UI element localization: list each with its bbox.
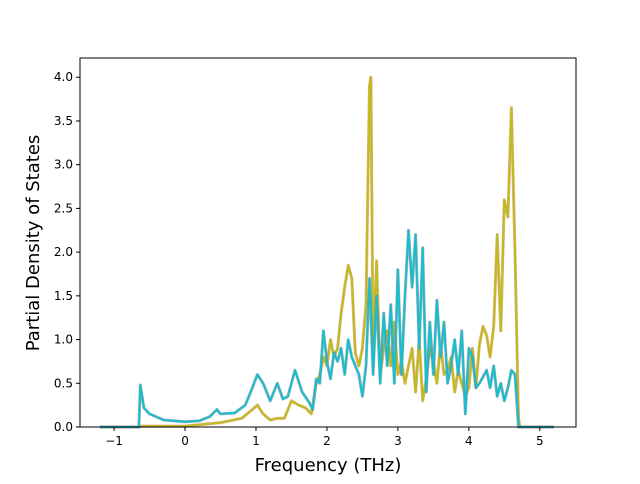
y-tick-label: 0.5 (54, 376, 73, 390)
y-tick-label: 2.0 (54, 245, 73, 259)
y-tick-label: 3.0 (54, 158, 73, 172)
y-tick-label: 2.5 (54, 201, 73, 215)
y-tick-label: 1.5 (54, 289, 73, 303)
y-axis-label: Partial Density of States (23, 135, 44, 352)
series-cyan-line (99, 229, 554, 428)
y-tick-label: 1.0 (54, 333, 73, 347)
x-tick-label: 3 (394, 434, 402, 448)
x-axis-label: Frequency (THz) (255, 455, 402, 476)
x-tick-label: 2 (323, 434, 331, 448)
y-tick-label: 4.0 (54, 70, 73, 84)
y-tick-label: 3.5 (54, 114, 73, 128)
series-layer (99, 75, 554, 429)
x-tick-label: −1 (105, 434, 123, 448)
x-tick-label: 0 (181, 434, 189, 448)
y-tick-label: 0.0 (54, 420, 73, 434)
x-tick-label: 4 (465, 434, 473, 448)
axes-frame (79, 57, 577, 428)
x-tick-label: 1 (252, 434, 260, 448)
y-axis: 0.0 0.5 1.0 1.5 2.0 2.5 3.0 3.5 4.0 (54, 70, 80, 434)
x-axis: −1 0 1 2 3 4 5 (105, 427, 544, 448)
x-tick-label: 5 (536, 434, 544, 448)
